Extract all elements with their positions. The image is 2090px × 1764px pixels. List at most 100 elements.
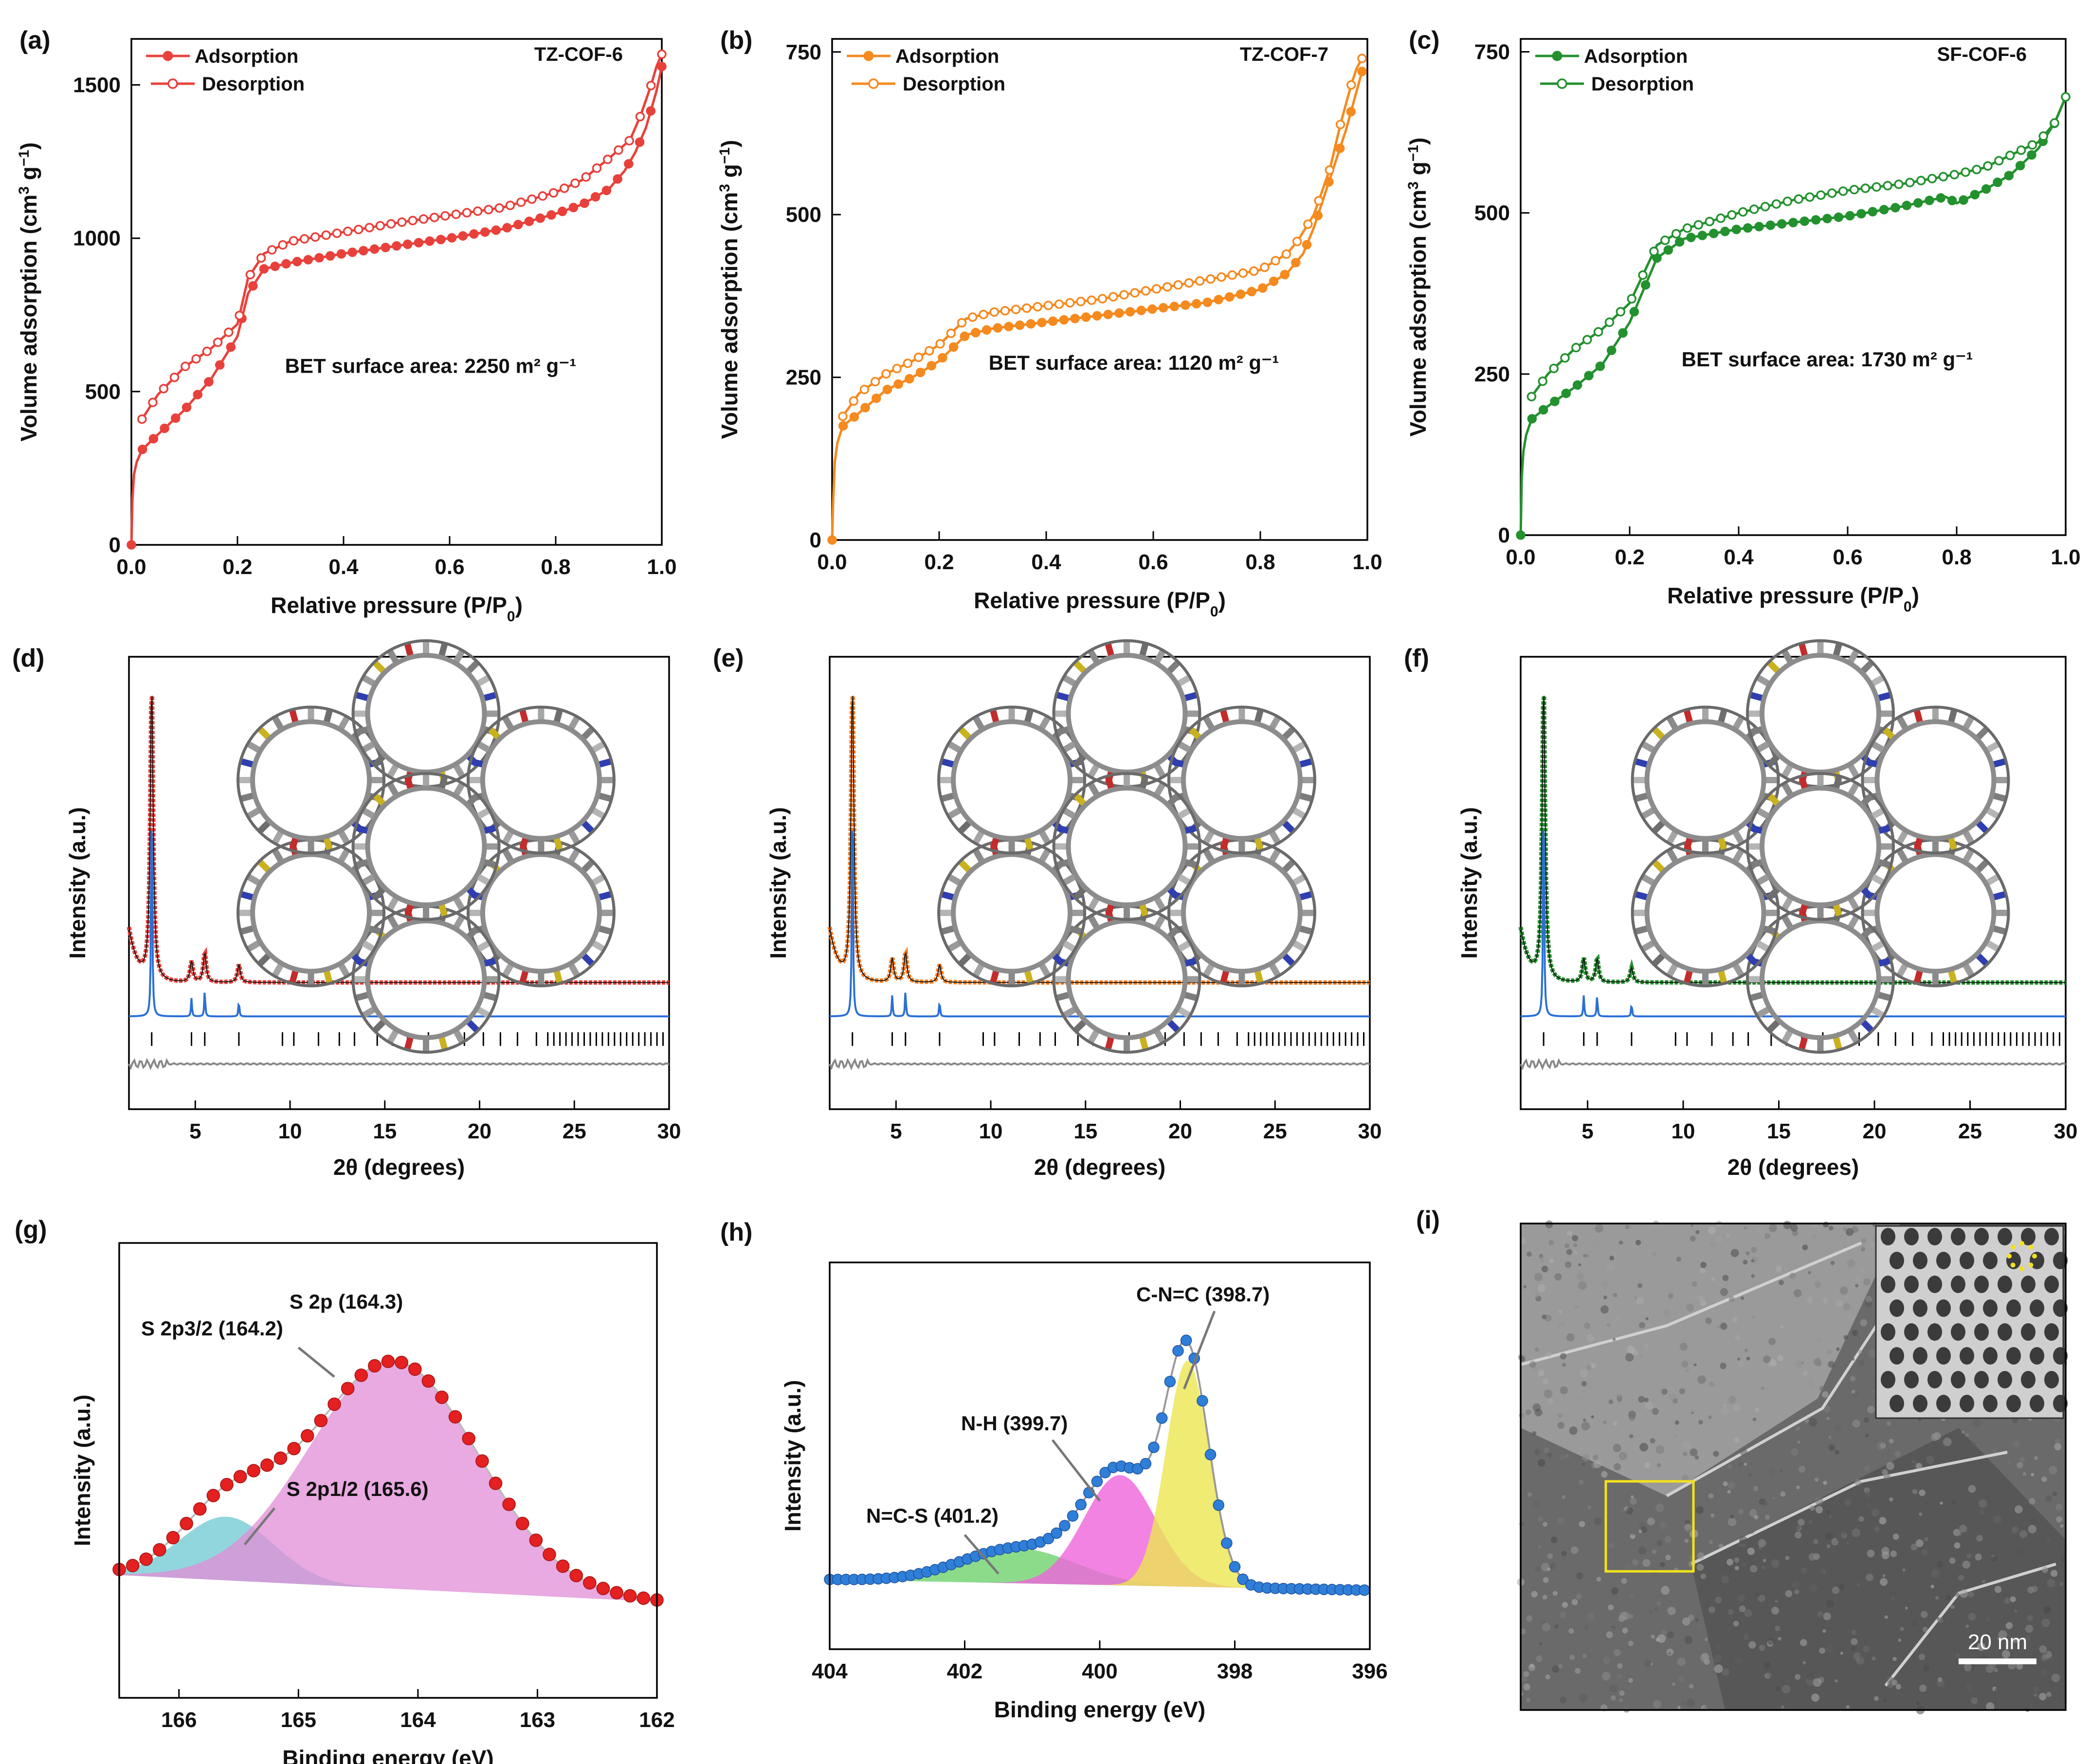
tem-texture-dot bbox=[1695, 1612, 1702, 1619]
text-span: Relative pressure (P/P bbox=[1667, 583, 1904, 608]
y-tick-label: 500 bbox=[786, 203, 821, 227]
tem-texture-dot bbox=[1871, 1244, 1875, 1247]
x-tick-label: 30 bbox=[1358, 1119, 1382, 1143]
tem-texture-dot bbox=[1994, 1686, 2003, 1695]
tem-texture-dot bbox=[1738, 1595, 1745, 1602]
tem-texture-dot bbox=[1688, 1614, 1694, 1621]
text-span: Relative pressure (P/P bbox=[271, 593, 507, 618]
tem-texture-dot bbox=[1714, 1664, 1723, 1673]
pxrd-panel-d: (d) 5 10 15 20 25 30 2θ (degrees) Intensity (a.u… bbox=[12, 639, 681, 1180]
tem-texture-dot bbox=[1613, 1649, 1621, 1656]
x-tick-label: 0.6 bbox=[1833, 545, 1862, 569]
adsorption-point bbox=[1269, 276, 1279, 287]
desorption-point bbox=[2038, 131, 2049, 141]
tem-texture-dot bbox=[1579, 1479, 1584, 1485]
tem-texture-dot bbox=[1689, 1684, 1694, 1689]
tem-texture-dot bbox=[1657, 1634, 1666, 1643]
tem-texture-dot bbox=[1734, 1566, 1739, 1570]
desorption-point bbox=[1292, 236, 1302, 247]
tem-texture-dot bbox=[1898, 1638, 1902, 1642]
tem-texture-dot bbox=[1567, 1230, 1572, 1236]
experimental-pattern bbox=[1518, 695, 2066, 985]
adsorption-point bbox=[436, 234, 446, 245]
tem-texture-dot bbox=[1863, 1645, 1870, 1653]
adsorption-point bbox=[993, 323, 1003, 333]
x-tick-label: 5 bbox=[1581, 1119, 1593, 1143]
raw-data-point bbox=[247, 1464, 260, 1477]
tem-texture-dot bbox=[1560, 1386, 1568, 1395]
desorption-point bbox=[278, 240, 288, 250]
tem-texture-dot bbox=[1540, 1259, 1545, 1263]
difference-curve bbox=[128, 1058, 670, 1071]
tem-texture-dot bbox=[1751, 1274, 1755, 1278]
desorption-point bbox=[364, 223, 374, 233]
tem-texture-dot bbox=[1639, 1442, 1648, 1452]
adsorption-point bbox=[2004, 171, 2014, 180]
adsorption-point bbox=[127, 540, 136, 550]
tem-texture-dot bbox=[1542, 1622, 1550, 1632]
inset-lattice-spot bbox=[1881, 1323, 1895, 1341]
inset-lattice-spot bbox=[1983, 1347, 1998, 1365]
adsorption-point bbox=[838, 421, 848, 431]
adsorption-point bbox=[971, 328, 981, 338]
inset-lattice-spot bbox=[2030, 1395, 2044, 1412]
inset-lattice-spot bbox=[1936, 1395, 1951, 1412]
x-tick-label: 5 bbox=[189, 1119, 201, 1143]
tem-texture-dot bbox=[1865, 1433, 1869, 1438]
tem-texture-dot bbox=[1698, 1295, 1704, 1301]
tem-texture-dot bbox=[1871, 1509, 1879, 1516]
tem-texture-dot bbox=[1713, 1451, 1719, 1457]
adsorption-point bbox=[381, 242, 391, 252]
tem-texture-dot bbox=[1593, 1455, 1598, 1460]
tem-texture-dot bbox=[1752, 1315, 1756, 1319]
tem-texture-dot bbox=[1891, 1679, 1898, 1686]
tem-texture-dot bbox=[1872, 1656, 1876, 1661]
tem-texture-dot bbox=[1822, 1629, 1826, 1633]
tem-texture-dot bbox=[1674, 1420, 1679, 1425]
desorption-point bbox=[1335, 120, 1345, 129]
tem-texture-dot bbox=[1584, 1322, 1591, 1329]
sample-name: TZ-COF-6 bbox=[534, 44, 623, 65]
tem-texture-dot bbox=[1682, 1617, 1690, 1626]
desorption-point bbox=[1108, 292, 1118, 302]
tem-texture-dot bbox=[1618, 1240, 1623, 1245]
tem-texture-dot bbox=[1544, 1389, 1553, 1398]
adsorption-point bbox=[1103, 309, 1113, 320]
tem-texture-dot bbox=[1791, 1448, 1799, 1456]
tem-texture-dot bbox=[1613, 1422, 1617, 1426]
tem-texture-dot bbox=[1975, 1553, 1982, 1561]
adsorption-point bbox=[1731, 224, 1742, 234]
desorption-point bbox=[1938, 172, 1948, 181]
text-span: ) bbox=[1405, 138, 1431, 145]
isotherm-panel-b: (b) 0.0 0.2 0.4 0.6 0.8 1.0 0 250 500 750 Relative … bbox=[717, 26, 1382, 620]
raw-data-point bbox=[1075, 1499, 1087, 1511]
adsorption-point bbox=[1147, 304, 1157, 314]
tem-texture-dot bbox=[1892, 1656, 1897, 1661]
raw-data-point bbox=[1099, 1467, 1111, 1478]
tem-texture-dot bbox=[1644, 1397, 1649, 1403]
tem-texture-dot bbox=[1911, 1460, 1915, 1463]
tem-texture-dot bbox=[1748, 1473, 1752, 1477]
y-axis-label: Intensity (a.u.) bbox=[70, 1395, 95, 1547]
tem-texture-dot bbox=[1582, 1351, 1591, 1360]
tem-texture-dot bbox=[1546, 1228, 1552, 1234]
framework-pore-ring bbox=[1760, 918, 1881, 1040]
tem-texture-dot bbox=[1527, 1592, 1531, 1597]
adsorption-point bbox=[281, 259, 291, 269]
framework-pore-ring bbox=[1167, 705, 1316, 855]
tem-texture-dot bbox=[1652, 1252, 1656, 1256]
framework-pore-ring bbox=[1760, 653, 1881, 774]
tem-texture-dot bbox=[1735, 1335, 1741, 1341]
tem-texture-dot bbox=[1800, 1567, 1807, 1574]
tem-texture-dot bbox=[1991, 1556, 1998, 1562]
desorption-point bbox=[256, 253, 266, 263]
desorption-point bbox=[1838, 186, 1848, 196]
tem-texture-dot bbox=[1867, 1405, 1875, 1414]
framework-pore-ring bbox=[1181, 719, 1303, 841]
inset-pore-marker bbox=[2032, 1254, 2037, 1259]
tem-texture-dot bbox=[1587, 1612, 1595, 1621]
tem-texture-dot bbox=[1638, 1396, 1645, 1403]
tem-texture-dot bbox=[1826, 1544, 1831, 1548]
tem-texture-dot bbox=[1780, 1491, 1786, 1497]
tem-texture-dot bbox=[2011, 1526, 2019, 1534]
